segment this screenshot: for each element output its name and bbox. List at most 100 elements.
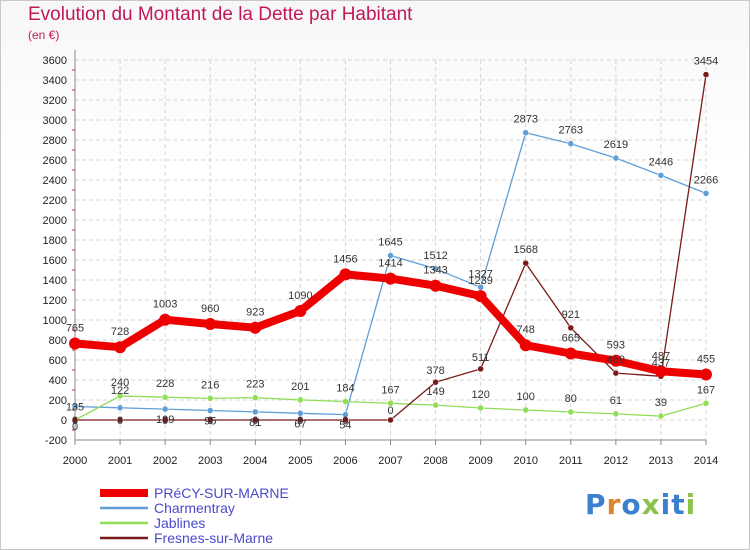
data-label: 921 — [562, 309, 580, 321]
data-label: 665 — [562, 333, 580, 345]
x-tick-label: 2005 — [288, 455, 312, 467]
data-point — [71, 403, 79, 410]
data-label: 0 — [72, 415, 78, 427]
data-label: 2446 — [649, 156, 673, 168]
data-label: 61 — [610, 395, 622, 407]
y-tick-label: 600 — [49, 355, 67, 367]
data-label: 1645 — [378, 237, 402, 249]
data-label: 122 — [111, 385, 129, 397]
y-tick-label: 2600 — [43, 155, 67, 167]
data-label: 728 — [111, 326, 129, 338]
x-tick-label: 2012 — [604, 455, 628, 467]
data-label: 167 — [697, 384, 715, 396]
data-label: 748 — [517, 324, 535, 336]
x-axis: 2000 2001 2002 2003 2004 2005 2006 2007 2008 2009… — [63, 439, 718, 467]
x-tick-label: 2002 — [153, 455, 177, 467]
data-label: 67 — [294, 418, 306, 430]
data-label: 216 — [201, 379, 219, 391]
data-point — [432, 401, 439, 409]
y-axis: -200 0 200 400 600 800 1000 1200 1400 1600 1800 200… — [43, 50, 76, 447]
data-point — [204, 318, 217, 330]
data-point — [387, 416, 394, 424]
data-label: 184 — [336, 383, 354, 395]
y-tick-label: 3000 — [43, 115, 67, 127]
data-label: 378 — [426, 365, 444, 377]
data-point — [567, 324, 575, 332]
data-point — [702, 190, 710, 197]
data-point — [116, 392, 124, 400]
data-point — [477, 404, 484, 412]
legend-label: Fresnes-sur-Marne — [154, 530, 273, 546]
y-tick-label: 400 — [49, 375, 67, 387]
data-point — [252, 394, 259, 401]
data-label: 437 — [652, 357, 670, 369]
series-pr-cy-sur-marne — [69, 268, 712, 381]
data-point — [71, 416, 79, 424]
data-label: 228 — [156, 378, 174, 390]
y-tick-label: 0 — [61, 415, 67, 427]
data-point — [432, 265, 439, 273]
y-tick-label: -200 — [45, 435, 67, 447]
data-point — [567, 140, 575, 147]
data-point — [252, 408, 259, 416]
y-tick-label: 2800 — [43, 135, 67, 147]
x-tick-label: 2000 — [63, 455, 87, 467]
data-point — [116, 404, 124, 412]
data-label: 1090 — [288, 290, 312, 302]
x-tick-label: 2009 — [468, 455, 492, 467]
y-tick-label: 3400 — [43, 75, 67, 87]
data-point — [474, 290, 487, 303]
data-point — [612, 154, 620, 162]
y-tick-label: 200 — [49, 395, 67, 407]
data-label: 469 — [607, 354, 625, 366]
data-label: 2763 — [559, 125, 583, 137]
data-label: 39 — [655, 397, 667, 409]
x-tick-label: 2014 — [694, 455, 718, 467]
data-point — [252, 416, 259, 424]
data-point — [159, 313, 172, 326]
y-tick-label: 3600 — [43, 55, 67, 67]
brand-letter: o — [621, 488, 642, 521]
legend-label: Jablines — [154, 515, 205, 531]
data-label: 0 — [117, 415, 123, 427]
data-label: 0 — [342, 415, 348, 427]
data-point — [161, 405, 169, 413]
data-label: 487 — [652, 350, 670, 362]
data-point — [297, 396, 304, 404]
data-point — [161, 416, 169, 424]
data-label: 765 — [66, 323, 84, 335]
x-tick-label: 2008 — [423, 455, 447, 467]
data-point — [702, 400, 710, 407]
data-label: 1003 — [153, 299, 177, 311]
data-point — [387, 252, 394, 259]
data-label: 2873 — [513, 114, 537, 126]
data-label: 593 — [607, 340, 625, 352]
data-label: 2266 — [694, 174, 718, 186]
data-point — [567, 408, 575, 416]
data-point — [116, 416, 124, 424]
data-label: 109 — [156, 414, 174, 426]
data-label: 0 — [387, 405, 393, 417]
data-label: 0 — [252, 415, 258, 427]
data-label: 95 — [204, 416, 216, 428]
data-label: 100 — [517, 391, 535, 403]
y-tick-label: 1200 — [43, 295, 67, 307]
data-point — [432, 378, 439, 386]
data-label: 1343 — [423, 265, 447, 277]
brand-letter: t — [671, 488, 686, 521]
data-label: 240 — [111, 377, 129, 389]
x-tick-label: 2011 — [559, 455, 583, 467]
x-tick-label: 2010 — [513, 455, 537, 467]
data-label: 1456 — [333, 253, 357, 265]
data-label: 1568 — [513, 244, 537, 256]
brand-letter: i — [685, 488, 697, 521]
data-point — [700, 368, 712, 381]
y-tick-label: 1600 — [43, 255, 67, 267]
data-label: 149 — [426, 386, 444, 398]
data-point — [702, 71, 710, 78]
data-label: 167 — [381, 384, 399, 396]
data-point — [522, 259, 529, 267]
chart-title: Evolution du Montant de la Dette par Hab… — [28, 4, 413, 25]
data-label: 135 — [66, 402, 84, 414]
